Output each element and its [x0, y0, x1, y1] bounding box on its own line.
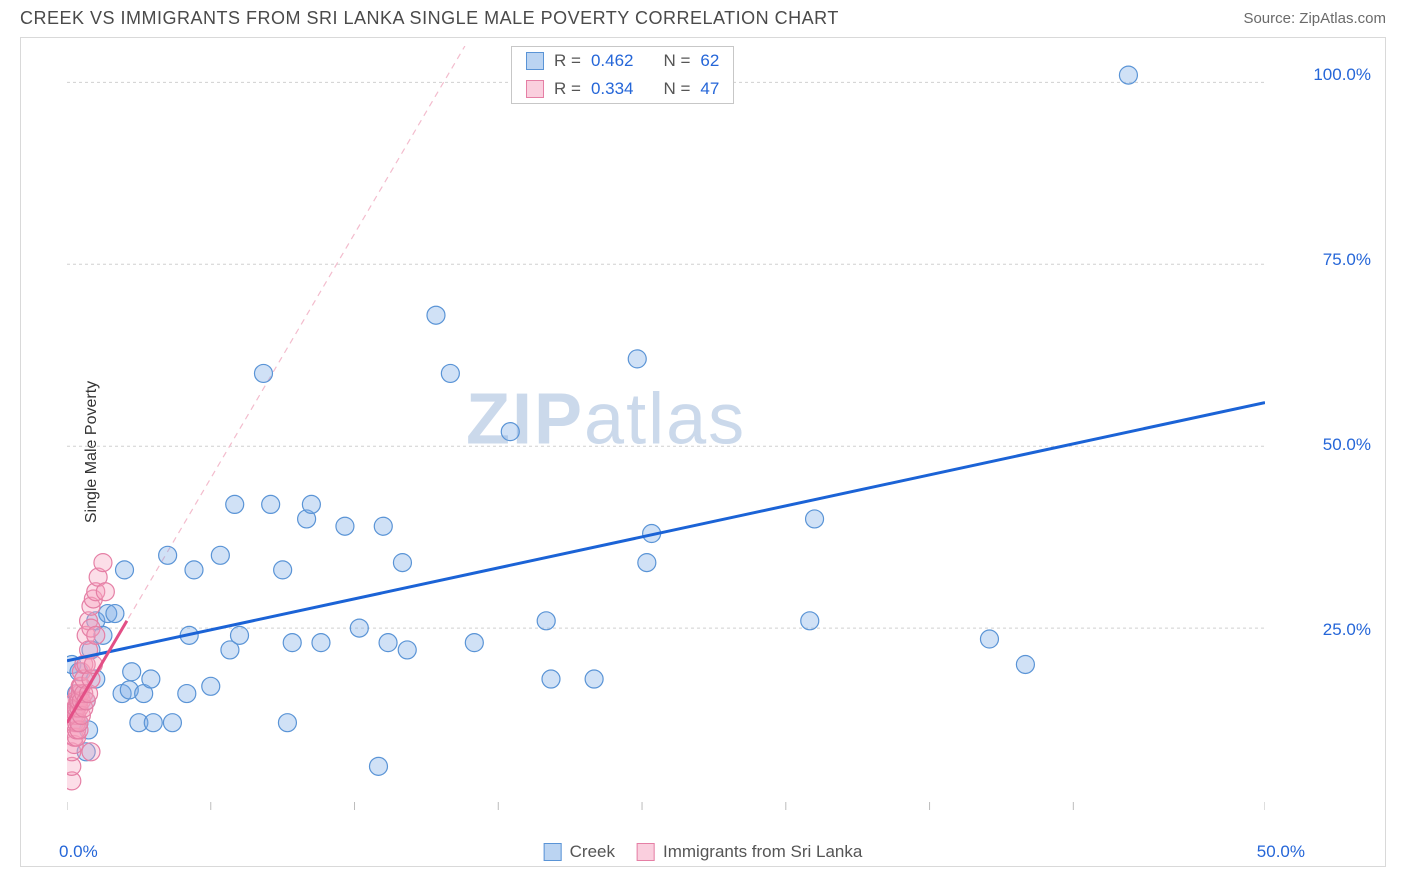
r-value-creek: 0.462: [591, 51, 634, 71]
chart-title: CREEK VS IMMIGRANTS FROM SRI LANKA SINGL…: [20, 8, 839, 29]
n-label: N =: [663, 51, 690, 71]
legend-label-creek: Creek: [570, 842, 615, 862]
r-label: R =: [554, 51, 581, 71]
source-attribution: Source: ZipAtlas.com: [1243, 10, 1386, 27]
y-tick-label-100: 100.0%: [1313, 65, 1371, 85]
legend-label-srilanka: Immigrants from Sri Lanka: [663, 842, 862, 862]
swatch-srilanka-icon: [526, 80, 544, 98]
y-tick-label-25: 25.0%: [1323, 620, 1371, 640]
stats-row-creek: R = 0.462 N = 62: [512, 47, 733, 75]
plot-area: ZIPatlas: [67, 46, 1265, 810]
legend-item-creek: Creek: [544, 842, 615, 862]
r-label: R =: [554, 79, 581, 99]
swatch-creek-icon: [544, 843, 562, 861]
stats-row-srilanka: R = 0.334 N = 47: [512, 75, 733, 103]
x-tick-label-max: 50.0%: [1257, 842, 1305, 862]
legend-item-srilanka: Immigrants from Sri Lanka: [637, 842, 862, 862]
chart-container: Single Male Poverty ZIPatlas R = 0.462 N…: [20, 37, 1386, 867]
n-value-creek: 62: [700, 51, 719, 71]
x-tick-label-min: 0.0%: [59, 842, 98, 862]
y-tick-label-75: 75.0%: [1323, 250, 1371, 270]
n-value-srilanka: 47: [700, 79, 719, 99]
svg-text:ZIPatlas: ZIPatlas: [466, 379, 746, 459]
swatch-creek-icon: [526, 52, 544, 70]
y-tick-label-50: 50.0%: [1323, 435, 1371, 455]
stats-legend-box: R = 0.462 N = 62 R = 0.334 N = 47: [511, 46, 734, 104]
bottom-legend: Creek Immigrants from Sri Lanka: [544, 842, 863, 862]
swatch-srilanka-icon: [637, 843, 655, 861]
r-value-srilanka: 0.334: [591, 79, 634, 99]
n-label: N =: [663, 79, 690, 99]
scatter-svg: ZIPatlas: [67, 46, 1265, 810]
